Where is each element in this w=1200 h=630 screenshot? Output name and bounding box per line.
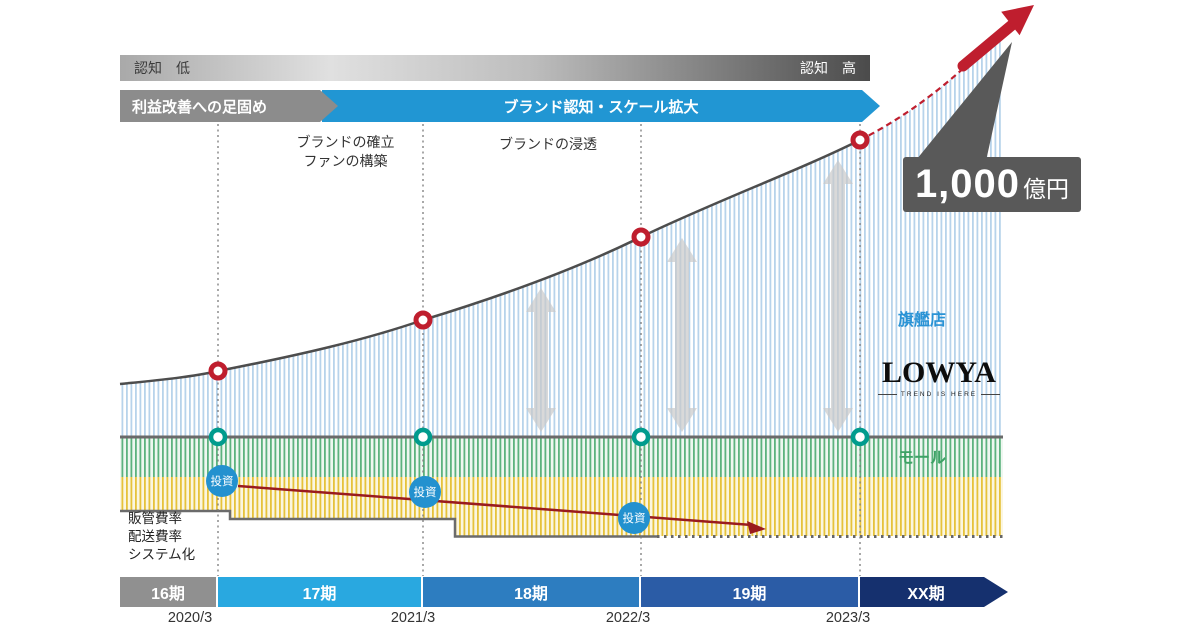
- awareness-low-label: 認知 低: [134, 60, 190, 76]
- forecast-dashed-curve: [859, 30, 1002, 141]
- date-label-2020: 2020/3: [167, 610, 213, 626]
- invest-trend-arrow-shaft: [237, 484, 753, 527]
- cost-note-delivery: 配送費率: [128, 529, 182, 545]
- invest-trend-arrow-head: [747, 521, 766, 534]
- phase-expansion-label: ブランド認知・スケール拡大: [503, 98, 699, 116]
- brand-logo: LOWYA TREND IS HERE: [878, 356, 1001, 398]
- note-brand-establishment-line1: ブランドの確立: [296, 134, 395, 150]
- goal-arrow-head: [1001, 5, 1034, 36]
- up-down-arrow-1: [526, 288, 556, 432]
- phase-arrow-brand-expansion: ブランド認知・スケール拡大: [322, 90, 880, 122]
- timeline-segment-18: 18期: [423, 577, 639, 607]
- invest-badge-3: 投資: [618, 502, 650, 534]
- date-label-2023: 2023/3: [825, 610, 871, 626]
- mall-band: [120, 437, 1003, 477]
- brand-logo-name: LOWYA: [882, 356, 996, 389]
- awareness-gradient-bar: 認知 低 認知 高: [120, 55, 870, 81]
- flagship-store-label: 旗艦店: [898, 312, 947, 329]
- date-label-2021: 2021/3: [390, 610, 436, 626]
- note-brand-establishment: ブランドの確立 ファンの構築: [268, 133, 423, 171]
- goal-unit: 億円: [1023, 176, 1070, 202]
- goal-value: 1,000: [914, 162, 1021, 206]
- goal-bubble: 1,000 億円: [903, 157, 1081, 212]
- milestone-marker-2: [413, 310, 433, 330]
- tagline-rule-left: [878, 394, 897, 395]
- milestone-markers: [208, 130, 870, 381]
- scale-up-arrows: [526, 160, 853, 432]
- mall-marker-2: [413, 427, 433, 447]
- milestone-marker-3: [631, 227, 651, 247]
- milestone-marker-4: [850, 130, 870, 150]
- phase-arrow-foundation: 利益改善への足固め: [120, 90, 338, 122]
- note-brand-penetration: ブランドの浸透: [499, 136, 597, 152]
- fiscal-timeline: 16期 17期 18期 19期 XX期: [120, 577, 1020, 607]
- phase-foundation-label: 利益改善への足固め: [132, 98, 268, 116]
- cost-note-sga: 販管費率: [128, 511, 182, 526]
- mall-markers: [208, 427, 870, 447]
- timeline-segment-17: 17期: [218, 577, 421, 607]
- milestone-marker-1: [208, 361, 228, 381]
- goal-arrow-shaft: [957, 19, 1018, 72]
- vertical-gridlines: [217, 124, 861, 576]
- cost-band: [120, 477, 1003, 536]
- tagline-rule-right: [981, 394, 1001, 395]
- brand-logo-tagline: TREND IS HERE: [878, 391, 1001, 398]
- note-brand-establishment-line2: ファンの構築: [303, 152, 388, 169]
- goal-bubble-tail: [908, 42, 1012, 170]
- mall-marker-4: [850, 427, 870, 447]
- brand-logo-tagline-text: TREND IS HERE: [900, 391, 978, 398]
- cost-band-step-line: [120, 509, 657, 538]
- timeline-segment-19: 19期: [641, 577, 858, 607]
- up-down-arrow-2: [667, 238, 697, 432]
- awareness-high-label: 認知 高: [800, 60, 856, 76]
- timeline-segment-16: 16期: [120, 577, 216, 607]
- up-down-arrow-3: [823, 160, 853, 432]
- timeline-segment-xx: XX期: [860, 577, 1008, 607]
- mall-label: モール: [898, 450, 947, 467]
- growth-area: [120, 31, 1003, 437]
- invest-badge-2: 投資: [409, 476, 441, 508]
- date-label-2022: 2022/3: [605, 610, 651, 626]
- cost-note-systemization: システム化: [128, 547, 196, 563]
- mall-marker-3: [631, 427, 651, 447]
- cost-notes: 販管費率 配送費率 システム化: [128, 510, 195, 565]
- invest-badge-1: 投資: [206, 465, 238, 497]
- mall-marker-1: [208, 427, 228, 447]
